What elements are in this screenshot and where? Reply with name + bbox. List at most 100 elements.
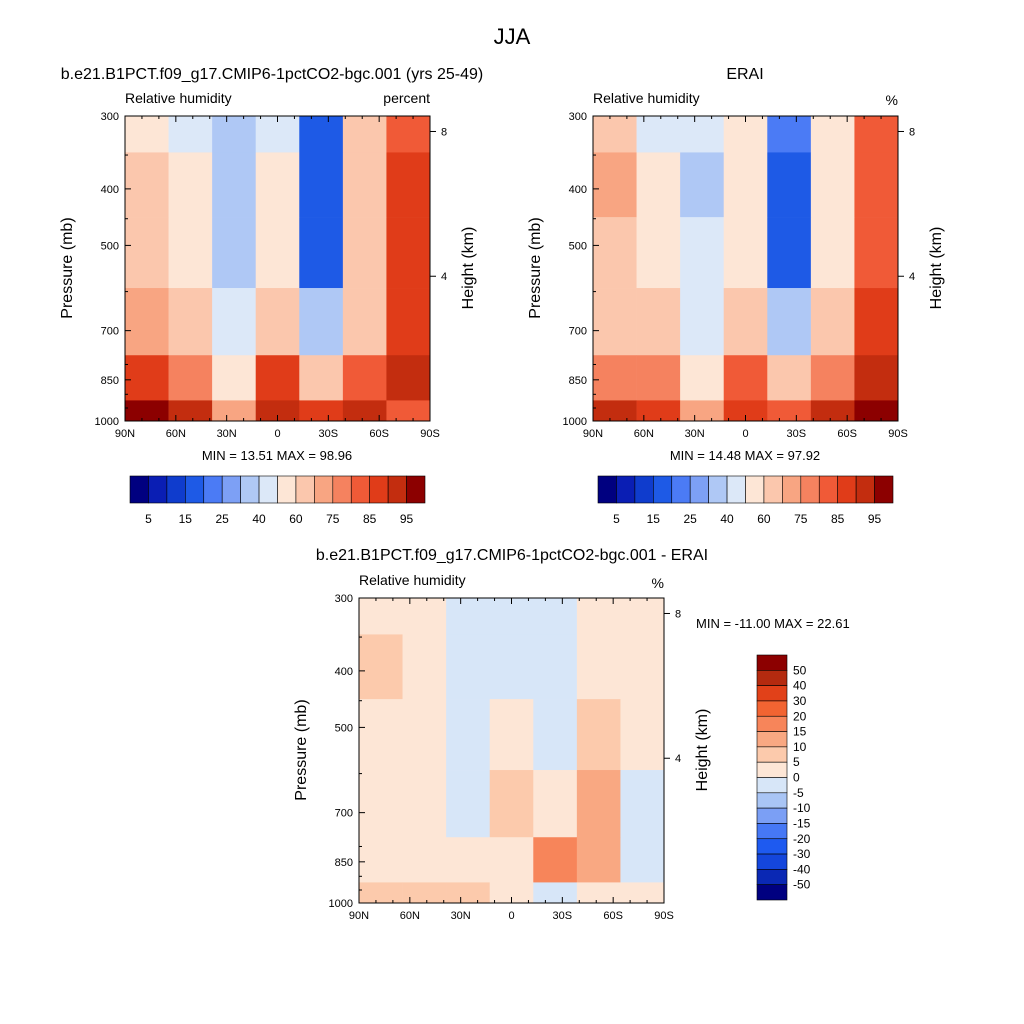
heatmap-cell <box>680 288 725 356</box>
heatmap-cell <box>723 400 768 422</box>
heatmap-cell <box>767 355 812 401</box>
heatmap-cell <box>810 400 855 422</box>
heatmap-cell <box>168 288 213 356</box>
panel-erai-y2label: Height (km) <box>928 227 945 310</box>
colorbar-swatch <box>671 475 691 504</box>
x-tick-label: 0 <box>742 428 748 440</box>
y-tick-label: 1000 <box>95 416 119 428</box>
colorbar-label: 85 <box>363 512 377 526</box>
x-tick-label: 90N <box>349 910 369 922</box>
panel-model-title: b.e21.B1PCT.f09_g17.CMIP6-1pctCO2-bgc.00… <box>61 66 483 83</box>
colorbar-swatch <box>756 869 788 885</box>
heatmap-cell <box>810 217 855 289</box>
x-tick-label: 60S <box>369 428 389 440</box>
y-tick-label: 850 <box>569 375 587 387</box>
colorbar-label: 15 <box>793 725 807 739</box>
colorbar-label: 25 <box>684 512 698 526</box>
y-tick-label: 850 <box>335 857 353 869</box>
heatmap-cell <box>446 770 491 838</box>
panel-diff-ylabel: Pressure (mb) <box>293 699 310 800</box>
colorbar-swatch <box>756 654 788 671</box>
colorbar-swatch <box>129 475 149 504</box>
heatmap-cell <box>359 699 403 771</box>
panel-erai: ERAI Relative humidity % 300400500700850… <box>527 66 945 526</box>
x-tick-label: 30S <box>319 428 339 440</box>
colorbar-swatch <box>756 761 788 778</box>
panel-model-heatmap <box>125 116 431 422</box>
heatmap-cell <box>593 288 637 356</box>
heatmap-cell <box>593 152 637 218</box>
panel-diff-variable-label: Relative humidity <box>359 572 466 588</box>
x-tick-label: 30N <box>451 910 471 922</box>
heatmap-cell <box>168 400 213 422</box>
heatmap-cell <box>342 116 387 153</box>
y-tick-label: 700 <box>101 326 119 338</box>
heatmap-cell <box>810 116 855 153</box>
colorbar-swatch <box>597 475 617 504</box>
colorbar-swatch <box>855 475 875 504</box>
panel-model-ylabel: Pressure (mb) <box>59 217 76 318</box>
y-tick-label: 500 <box>569 240 587 252</box>
heatmap-cell <box>489 882 534 904</box>
x-tick-label: 30S <box>553 910 573 922</box>
colorbar-swatch <box>221 475 241 504</box>
colorbar-swatch <box>782 475 802 504</box>
colorbar-swatch <box>616 475 636 504</box>
colorbar-swatch <box>756 670 788 686</box>
colorbar-swatch <box>295 475 315 504</box>
heatmap-cell <box>402 699 447 771</box>
heatmap-cell <box>636 152 681 218</box>
page-title: JJA <box>494 24 531 49</box>
heatmap-cell <box>854 288 899 356</box>
colorbar-label: 85 <box>831 512 845 526</box>
panel-model-y-ticks: 300 400 500 700 850 1000 <box>95 111 131 428</box>
colorbar-label: 40 <box>252 512 266 526</box>
colorbar-swatch <box>756 777 788 794</box>
x-tick-label: 60S <box>837 428 857 440</box>
panel-model-colorbar: 5 15 25 40 60 75 85 95 <box>129 475 426 526</box>
panel-diff-y2label: Height (km) <box>694 709 711 792</box>
colorbar-swatch <box>653 475 673 504</box>
colorbar-swatch <box>756 731 788 748</box>
colorbar-label: 40 <box>793 679 807 693</box>
panel-erai-units-label: % <box>886 92 898 108</box>
heatmap-cell <box>446 634 491 700</box>
panel-erai-y-ticks: 300 400 500 700 850 1000 <box>563 111 599 428</box>
colorbar-label: 95 <box>868 512 882 526</box>
heatmap-cell <box>723 217 768 289</box>
heatmap-cell <box>723 355 768 401</box>
colorbar-swatch <box>763 475 783 504</box>
x-tick-label: 30N <box>217 428 237 440</box>
heatmap-cell <box>125 355 169 401</box>
colorbar-label: 5 <box>613 512 620 526</box>
heatmap-cell <box>255 400 300 422</box>
heatmap-cell <box>446 699 491 771</box>
y-tick-label: 1000 <box>329 898 353 910</box>
heatmap-cell <box>854 400 899 422</box>
y-tick-label: 700 <box>569 326 587 338</box>
heatmap-cell <box>767 217 812 289</box>
colorbar-swatch <box>756 685 788 702</box>
colorbar-label: -15 <box>793 816 811 830</box>
y-tick-label: 700 <box>335 808 353 820</box>
heatmap-cell <box>168 152 213 218</box>
heatmap-cell <box>533 598 578 635</box>
x-tick-label: 0 <box>274 428 280 440</box>
heatmap-cell <box>489 699 534 771</box>
y2-tick-label: 8 <box>441 126 447 138</box>
colorbar-swatch <box>332 475 352 504</box>
heatmap-cell <box>620 837 665 883</box>
heatmap-cell <box>359 770 403 838</box>
colorbar-swatch <box>634 475 654 504</box>
colorbar-swatch <box>800 475 820 504</box>
heatmap-cell <box>446 598 491 635</box>
heatmap-cell <box>576 598 621 635</box>
colorbar-label: -5 <box>793 786 804 800</box>
panel-model-minmax: MIN = 13.51 MAX = 98.96 <box>202 448 352 463</box>
panel-model-x-ticks: 90N 60N 30N 0 30S 60S 90S <box>115 116 440 440</box>
heatmap-cell <box>576 837 621 883</box>
colorbar-swatch <box>387 475 407 504</box>
x-tick-label: 60N <box>634 428 654 440</box>
heatmap-cell <box>854 217 899 289</box>
y-tick-label: 400 <box>101 184 119 196</box>
